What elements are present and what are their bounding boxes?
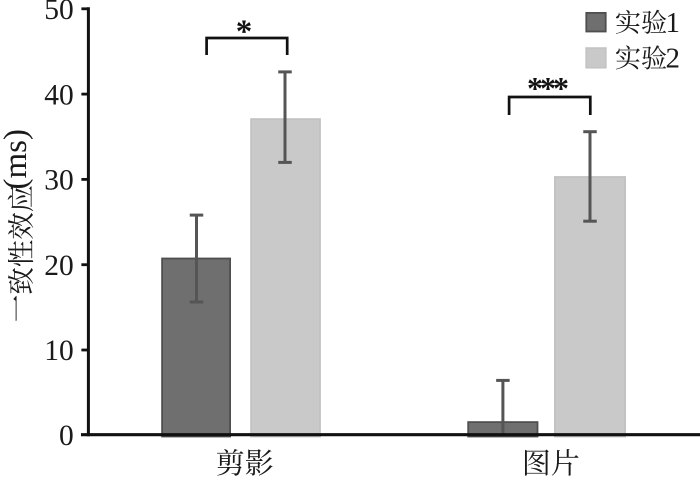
svg-text:20: 20 <box>44 250 74 282</box>
svg-text:*: * <box>553 70 569 106</box>
svg-text:(ms): (ms) <box>0 129 34 190</box>
svg-text:*: * <box>540 70 556 106</box>
svg-text:50: 50 <box>44 0 74 26</box>
svg-text:40: 40 <box>44 79 74 111</box>
svg-text:2: 2 <box>666 42 681 74</box>
svg-text:1: 1 <box>666 7 681 39</box>
svg-text:30: 30 <box>44 165 74 197</box>
svg-text:*: * <box>236 14 253 50</box>
svg-text:0: 0 <box>59 420 74 452</box>
svg-text:10: 10 <box>44 335 74 367</box>
svg-text:*: * <box>527 70 543 106</box>
